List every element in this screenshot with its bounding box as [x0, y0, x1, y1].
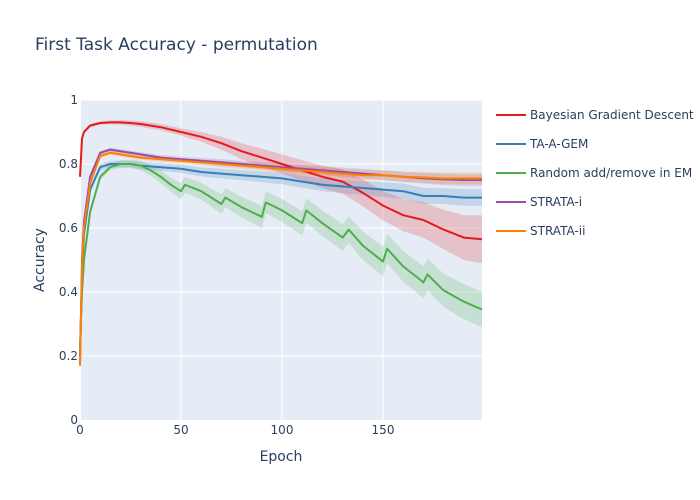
x-axis-ticks: 0 50 100 150: [76, 423, 394, 437]
legend-item[interactable]: STRATA-ii: [496, 224, 585, 238]
legend-item[interactable]: TA-A-GEM: [496, 137, 588, 151]
confidence-bands: [80, 120, 482, 368]
series-line-2: [79, 163, 482, 357]
y-tick-label: 0.8: [59, 157, 78, 171]
y-tick-label: 1: [70, 93, 78, 107]
series-line-3: [79, 163, 483, 347]
legend-label: TA-A-GEM: [529, 137, 588, 151]
y-tick-label: 0: [70, 413, 78, 427]
chart-title: First Task Accuracy - permutation: [35, 35, 318, 55]
legend-label: STRATA-ii: [530, 224, 585, 238]
legend-item[interactable]: Bayesian Gradient Descent: [496, 108, 694, 122]
plot-area: [80, 100, 482, 420]
x-axis-label: Epoch: [260, 449, 303, 465]
legend-label: Bayesian Gradient Descent: [530, 108, 694, 122]
legend[interactable]: Bayesian Gradient Descent TA-A-GEM Random …: [496, 108, 694, 238]
legend-item[interactable]: Random add/remove in EM: [496, 166, 692, 180]
legend-label: Random add/remove in EM: [530, 166, 692, 180]
gridlines: [79, 99, 482, 420]
series-line-5: [79, 151, 482, 366]
series-lines: [79, 121, 483, 366]
series-band-3: [80, 159, 482, 350]
y-tick-label: 0.2: [59, 349, 78, 363]
y-axis-ticks: 0 0.2 0.4 0.6 0.8 1: [59, 93, 78, 427]
series-line-1: [79, 121, 483, 241]
y-tick-label: 0.6: [59, 221, 78, 235]
x-tick-label: 0: [76, 423, 84, 437]
y-tick-label: 0.4: [59, 285, 78, 299]
x-tick-label: 50: [173, 423, 188, 437]
legend-item[interactable]: STRATA-i: [496, 195, 582, 209]
y-axis-label: Accuracy: [32, 228, 48, 292]
x-tick-label: 150: [372, 423, 395, 437]
legend-label: STRATA-i: [530, 195, 582, 209]
x-tick-label: 100: [271, 423, 294, 437]
